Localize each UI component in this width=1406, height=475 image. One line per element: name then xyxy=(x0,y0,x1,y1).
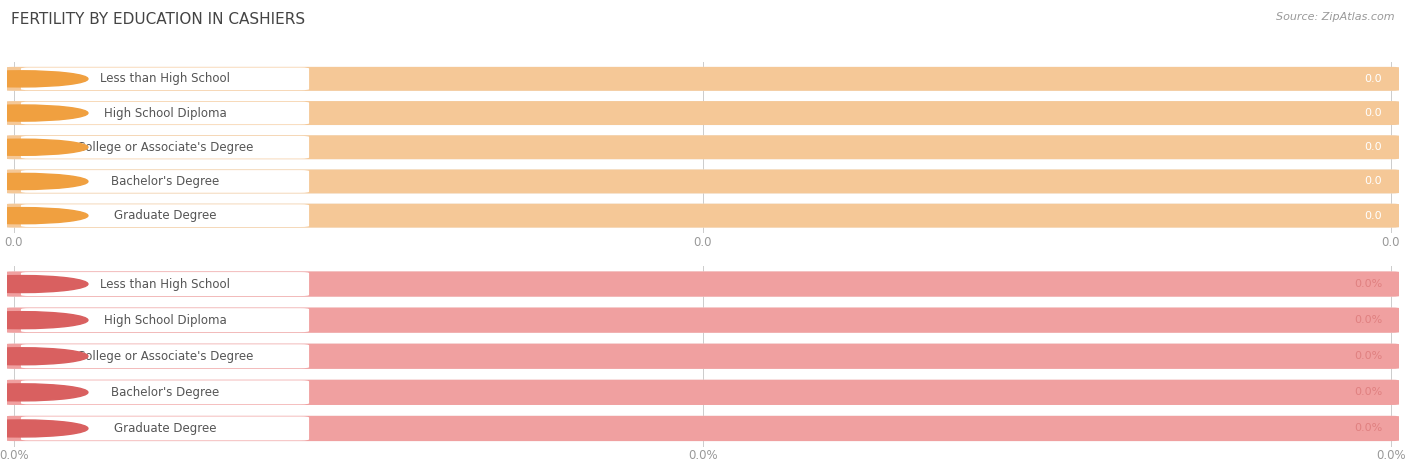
FancyBboxPatch shape xyxy=(3,307,1402,333)
FancyBboxPatch shape xyxy=(3,343,1402,369)
FancyBboxPatch shape xyxy=(3,204,1402,228)
FancyBboxPatch shape xyxy=(21,67,309,90)
FancyBboxPatch shape xyxy=(3,343,1402,369)
Text: High School Diploma: High School Diploma xyxy=(104,106,226,120)
Circle shape xyxy=(0,173,89,190)
FancyBboxPatch shape xyxy=(21,344,309,368)
FancyBboxPatch shape xyxy=(3,67,1402,91)
Text: Graduate Degree: Graduate Degree xyxy=(114,422,217,435)
FancyBboxPatch shape xyxy=(3,271,1402,297)
FancyBboxPatch shape xyxy=(3,204,1402,228)
Circle shape xyxy=(0,105,89,121)
Text: 0.0: 0.0 xyxy=(1365,176,1382,187)
FancyBboxPatch shape xyxy=(3,416,1402,441)
FancyBboxPatch shape xyxy=(21,380,309,404)
Text: College or Associate's Degree: College or Associate's Degree xyxy=(77,350,253,363)
Circle shape xyxy=(0,71,89,87)
FancyBboxPatch shape xyxy=(3,380,1402,405)
Text: 0.0%: 0.0% xyxy=(1354,315,1382,325)
Text: 0.0%: 0.0% xyxy=(1354,423,1382,434)
Text: Graduate Degree: Graduate Degree xyxy=(114,209,217,222)
FancyBboxPatch shape xyxy=(3,135,1402,159)
FancyBboxPatch shape xyxy=(3,380,1402,405)
FancyBboxPatch shape xyxy=(3,67,1402,91)
Text: Bachelor's Degree: Bachelor's Degree xyxy=(111,175,219,188)
FancyBboxPatch shape xyxy=(3,135,1402,159)
Text: 0.0: 0.0 xyxy=(1365,108,1382,118)
Text: Less than High School: Less than High School xyxy=(100,72,231,86)
Text: 0.0%: 0.0% xyxy=(1354,351,1382,361)
FancyBboxPatch shape xyxy=(3,170,1402,193)
FancyBboxPatch shape xyxy=(21,308,309,332)
Text: 0.0: 0.0 xyxy=(1365,142,1382,152)
FancyBboxPatch shape xyxy=(3,101,1402,125)
FancyBboxPatch shape xyxy=(21,204,309,227)
FancyBboxPatch shape xyxy=(3,170,1402,193)
Circle shape xyxy=(0,208,89,224)
Text: High School Diploma: High School Diploma xyxy=(104,314,226,327)
Text: 0.0%: 0.0% xyxy=(1354,387,1382,398)
Circle shape xyxy=(0,312,89,329)
FancyBboxPatch shape xyxy=(21,417,309,440)
Text: 0.0: 0.0 xyxy=(1365,74,1382,84)
Circle shape xyxy=(0,139,89,155)
Text: Bachelor's Degree: Bachelor's Degree xyxy=(111,386,219,399)
FancyBboxPatch shape xyxy=(3,271,1402,297)
Circle shape xyxy=(0,276,89,293)
FancyBboxPatch shape xyxy=(21,102,309,124)
FancyBboxPatch shape xyxy=(3,307,1402,333)
Text: Source: ZipAtlas.com: Source: ZipAtlas.com xyxy=(1277,12,1395,22)
Text: Less than High School: Less than High School xyxy=(100,277,231,291)
Text: FERTILITY BY EDUCATION IN CASHIERS: FERTILITY BY EDUCATION IN CASHIERS xyxy=(11,12,305,27)
FancyBboxPatch shape xyxy=(3,416,1402,441)
Text: 0.0: 0.0 xyxy=(1365,210,1382,221)
Circle shape xyxy=(0,348,89,365)
Circle shape xyxy=(0,420,89,437)
FancyBboxPatch shape xyxy=(21,136,309,159)
FancyBboxPatch shape xyxy=(21,170,309,193)
FancyBboxPatch shape xyxy=(21,272,309,296)
FancyBboxPatch shape xyxy=(3,101,1402,125)
Text: College or Associate's Degree: College or Associate's Degree xyxy=(77,141,253,154)
Circle shape xyxy=(0,384,89,401)
Text: 0.0%: 0.0% xyxy=(1354,279,1382,289)
